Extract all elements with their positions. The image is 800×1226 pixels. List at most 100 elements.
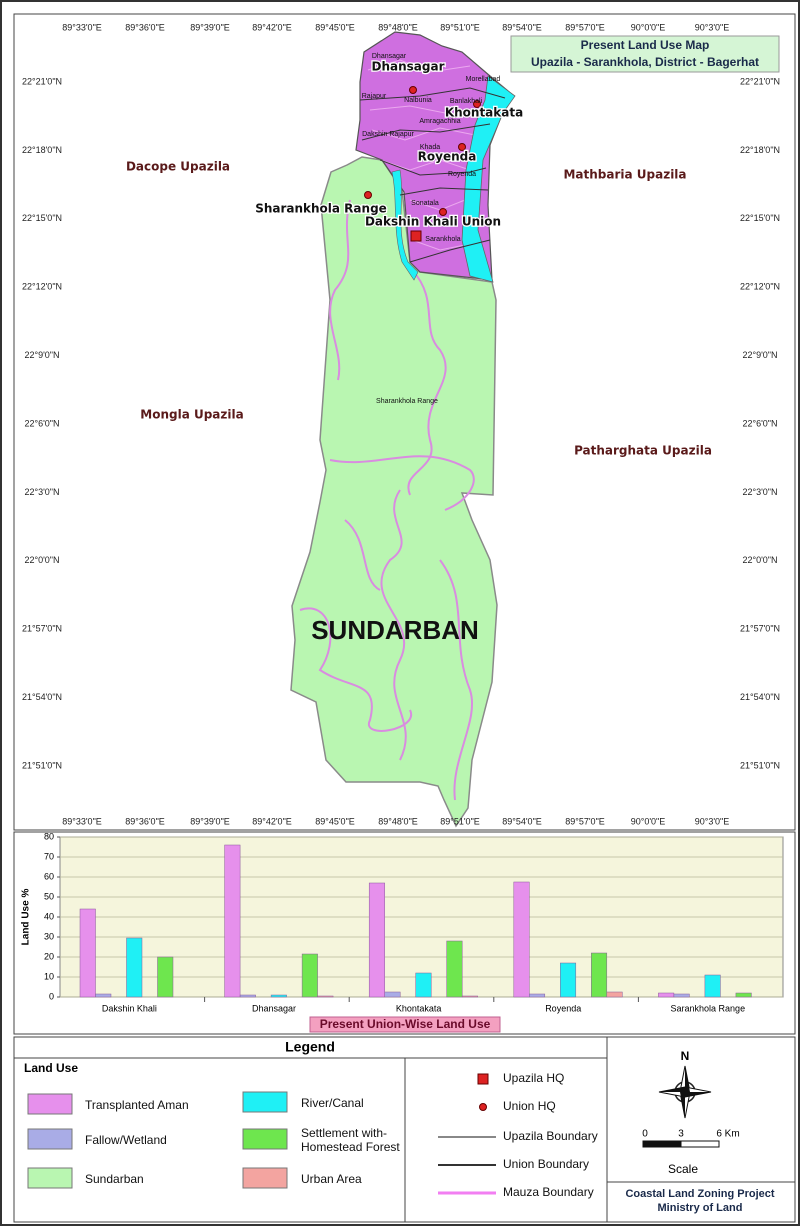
bar bbox=[384, 991, 401, 998]
latitude-label: 22°6'0"N bbox=[24, 418, 59, 428]
longitude-label: 89°33'0"E bbox=[62, 22, 102, 32]
river bbox=[391, 169, 419, 281]
map-labels: 89°33'0"E 89°33'0"E 89°36'0"E 89°36'0"E 89°3… bbox=[22, 22, 780, 826]
legend-symbol bbox=[479, 1103, 487, 1111]
bar bbox=[446, 940, 463, 998]
union-boundaries bbox=[359, 87, 506, 263]
legend-swatch bbox=[27, 1128, 73, 1150]
latitude-label: 22°9'0"N bbox=[742, 350, 777, 360]
y-tick-label: 40 bbox=[44, 911, 54, 921]
legend: Transplanted Aman Fallow/Wetland Sundarban… bbox=[27, 1071, 598, 1199]
mauza-label: Rajapur bbox=[362, 93, 387, 100]
map-title: Present Land Use Map bbox=[581, 38, 710, 52]
longitude-label: 90°0'0"E bbox=[631, 816, 666, 826]
latitude-label: 22°0'0"N bbox=[742, 555, 777, 565]
scale-bar bbox=[642, 1140, 720, 1148]
longitude-label: 89°42'0"E bbox=[252, 816, 292, 826]
legend-label: Urban Area bbox=[301, 1172, 362, 1186]
longitude-label: 89°45'0"E bbox=[315, 22, 355, 32]
latitude-label: 22°12'0"N bbox=[22, 282, 62, 292]
bar bbox=[529, 993, 546, 998]
legend-title: Legend bbox=[285, 1039, 335, 1055]
legend-label-box: Urban Area bbox=[301, 1172, 362, 1186]
bar bbox=[560, 962, 577, 998]
legend-label-box: Fallow/Wetland bbox=[85, 1133, 167, 1147]
bar bbox=[317, 995, 334, 998]
legend-label-box: Transplanted Aman bbox=[85, 1098, 189, 1112]
region-label: Patharghata Upazila bbox=[574, 444, 712, 458]
y-tick-label: 70 bbox=[44, 851, 54, 861]
x-tick-label: Dakshin Khali bbox=[102, 1003, 157, 1013]
bar bbox=[126, 937, 143, 998]
latitude-label: 22°21'0"N bbox=[22, 76, 62, 86]
latitude-label: 22°18'0"N bbox=[22, 145, 62, 155]
bar bbox=[368, 882, 385, 998]
sundarban-label: SUNDARBAN bbox=[311, 615, 479, 645]
longitude-label: 89°45'0"E bbox=[315, 816, 355, 826]
x-tick-label: Royenda bbox=[545, 1003, 581, 1013]
compass-label: N bbox=[681, 1049, 690, 1063]
cultivated-texture bbox=[367, 59, 489, 251]
mauza-label: Sharankhola Range bbox=[376, 398, 438, 405]
mauza-label: Dhansagar bbox=[372, 53, 407, 60]
legend-label-box: Sundarban bbox=[85, 1172, 144, 1186]
longitude-label: 89°39'0"E bbox=[190, 22, 230, 32]
region-label: Mathbaria Upazila bbox=[563, 168, 686, 182]
legend-label: Union HQ bbox=[503, 1099, 556, 1113]
title-box bbox=[510, 35, 780, 73]
bar bbox=[735, 992, 752, 998]
bar bbox=[658, 992, 675, 998]
bar bbox=[95, 993, 112, 998]
longitude-label: 89°57'0"E bbox=[565, 816, 605, 826]
latitude-label: 21°57'0"N bbox=[740, 624, 780, 634]
scale-tick: 6 Km bbox=[716, 1129, 739, 1140]
bar bbox=[157, 956, 174, 998]
chart-title: Present Union-Wise Land Use bbox=[320, 1017, 491, 1031]
sundarban-area bbox=[290, 156, 498, 828]
mauza-label: Morellabad bbox=[466, 76, 501, 83]
scale-tick: 3 bbox=[678, 1129, 684, 1140]
longitude-label: 89°39'0"E bbox=[190, 816, 230, 826]
longitude-label: 89°48'0"E bbox=[378, 22, 418, 32]
longitude-label: 90°3'0"E bbox=[695, 816, 730, 826]
legend-label-box: Settlement with-Homestead Forest bbox=[301, 1126, 400, 1154]
bar bbox=[239, 994, 256, 998]
mauza-label: Amragachhia bbox=[419, 118, 460, 125]
mauza-label: Dakshin Rajapur bbox=[362, 131, 414, 138]
y-tick-label: 30 bbox=[44, 931, 54, 941]
longitude-label: 89°33'0"E bbox=[62, 816, 102, 826]
longitude-label: 89°36'0"E bbox=[125, 816, 165, 826]
legend-label: Union Boundary bbox=[503, 1157, 589, 1171]
legend-subtitle: Land Use bbox=[24, 1061, 78, 1075]
union-hq bbox=[409, 86, 417, 94]
mauza-label: Banlakhali bbox=[450, 98, 483, 105]
x-tick-label: Dhansagar bbox=[252, 1003, 296, 1013]
legend-swatch bbox=[27, 1167, 73, 1189]
longitude-label: 90°0'0"E bbox=[631, 22, 666, 32]
longitude-label: 89°51'0"E bbox=[440, 816, 480, 826]
legend-symbol bbox=[477, 1073, 489, 1085]
legend-swatch bbox=[242, 1091, 288, 1113]
mauza-label: Nalbunia bbox=[404, 97, 432, 104]
mauza-label: Sonatala bbox=[411, 200, 439, 207]
y-tick-label: 0 bbox=[49, 991, 54, 1001]
latitude-label: 22°0'0"N bbox=[24, 555, 59, 565]
latitude-label: 22°9'0"N bbox=[24, 350, 59, 360]
footer: Coastal Land Zoning Project bbox=[625, 1188, 774, 1200]
bar bbox=[415, 972, 432, 998]
bar bbox=[513, 881, 530, 998]
union-hq bbox=[364, 191, 372, 199]
sundarban-channels bbox=[299, 199, 475, 801]
mauza-label: Sarankhola bbox=[425, 236, 461, 243]
footer: Ministry of Land bbox=[658, 1202, 743, 1214]
latitude-label: 22°21'0"N bbox=[740, 76, 780, 86]
bar bbox=[704, 974, 721, 998]
latitude-label: 22°15'0"N bbox=[22, 213, 62, 223]
river bbox=[461, 75, 516, 283]
longitude-label: 89°51'0"E bbox=[440, 22, 480, 32]
map-subtitle: Upazila - Sarankhola, District - Bagerha… bbox=[531, 55, 759, 69]
bar bbox=[79, 908, 96, 998]
longitude-label: 89°42'0"E bbox=[252, 22, 292, 32]
union-hq bbox=[473, 100, 481, 108]
